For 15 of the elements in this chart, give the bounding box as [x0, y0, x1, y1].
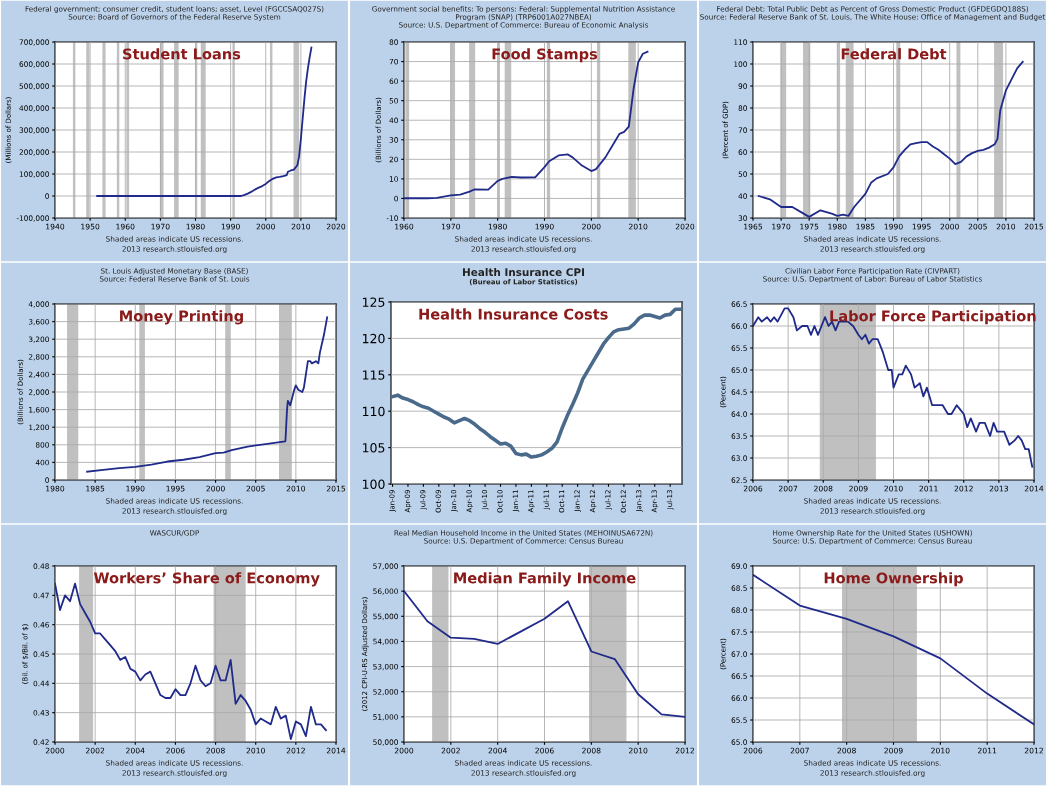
annotation: Money Printing: [120, 310, 243, 325]
annotation: Median Family Income: [454, 572, 636, 587]
y-tick-label: 125: [362, 297, 385, 307]
y-tick-label: 120: [362, 333, 385, 344]
annotation: Health Insurance Costs: [419, 308, 608, 320]
annotation: Workers’ Share of Economy: [93, 572, 320, 587]
annotation: Federal Debt: [841, 48, 947, 60]
annotation: Home Ownership: [824, 572, 963, 587]
annotation: Food Stamps: [492, 48, 598, 63]
chart-title: Health Insurance CPI: [463, 268, 584, 277]
y-tick-label: 115: [362, 370, 385, 380]
y-tick-label: 110: [362, 406, 385, 417]
y-tick-label: 100: [362, 479, 385, 489]
y-tick-label: 105: [362, 443, 385, 453]
annotation: Student Loans: [123, 48, 241, 60]
